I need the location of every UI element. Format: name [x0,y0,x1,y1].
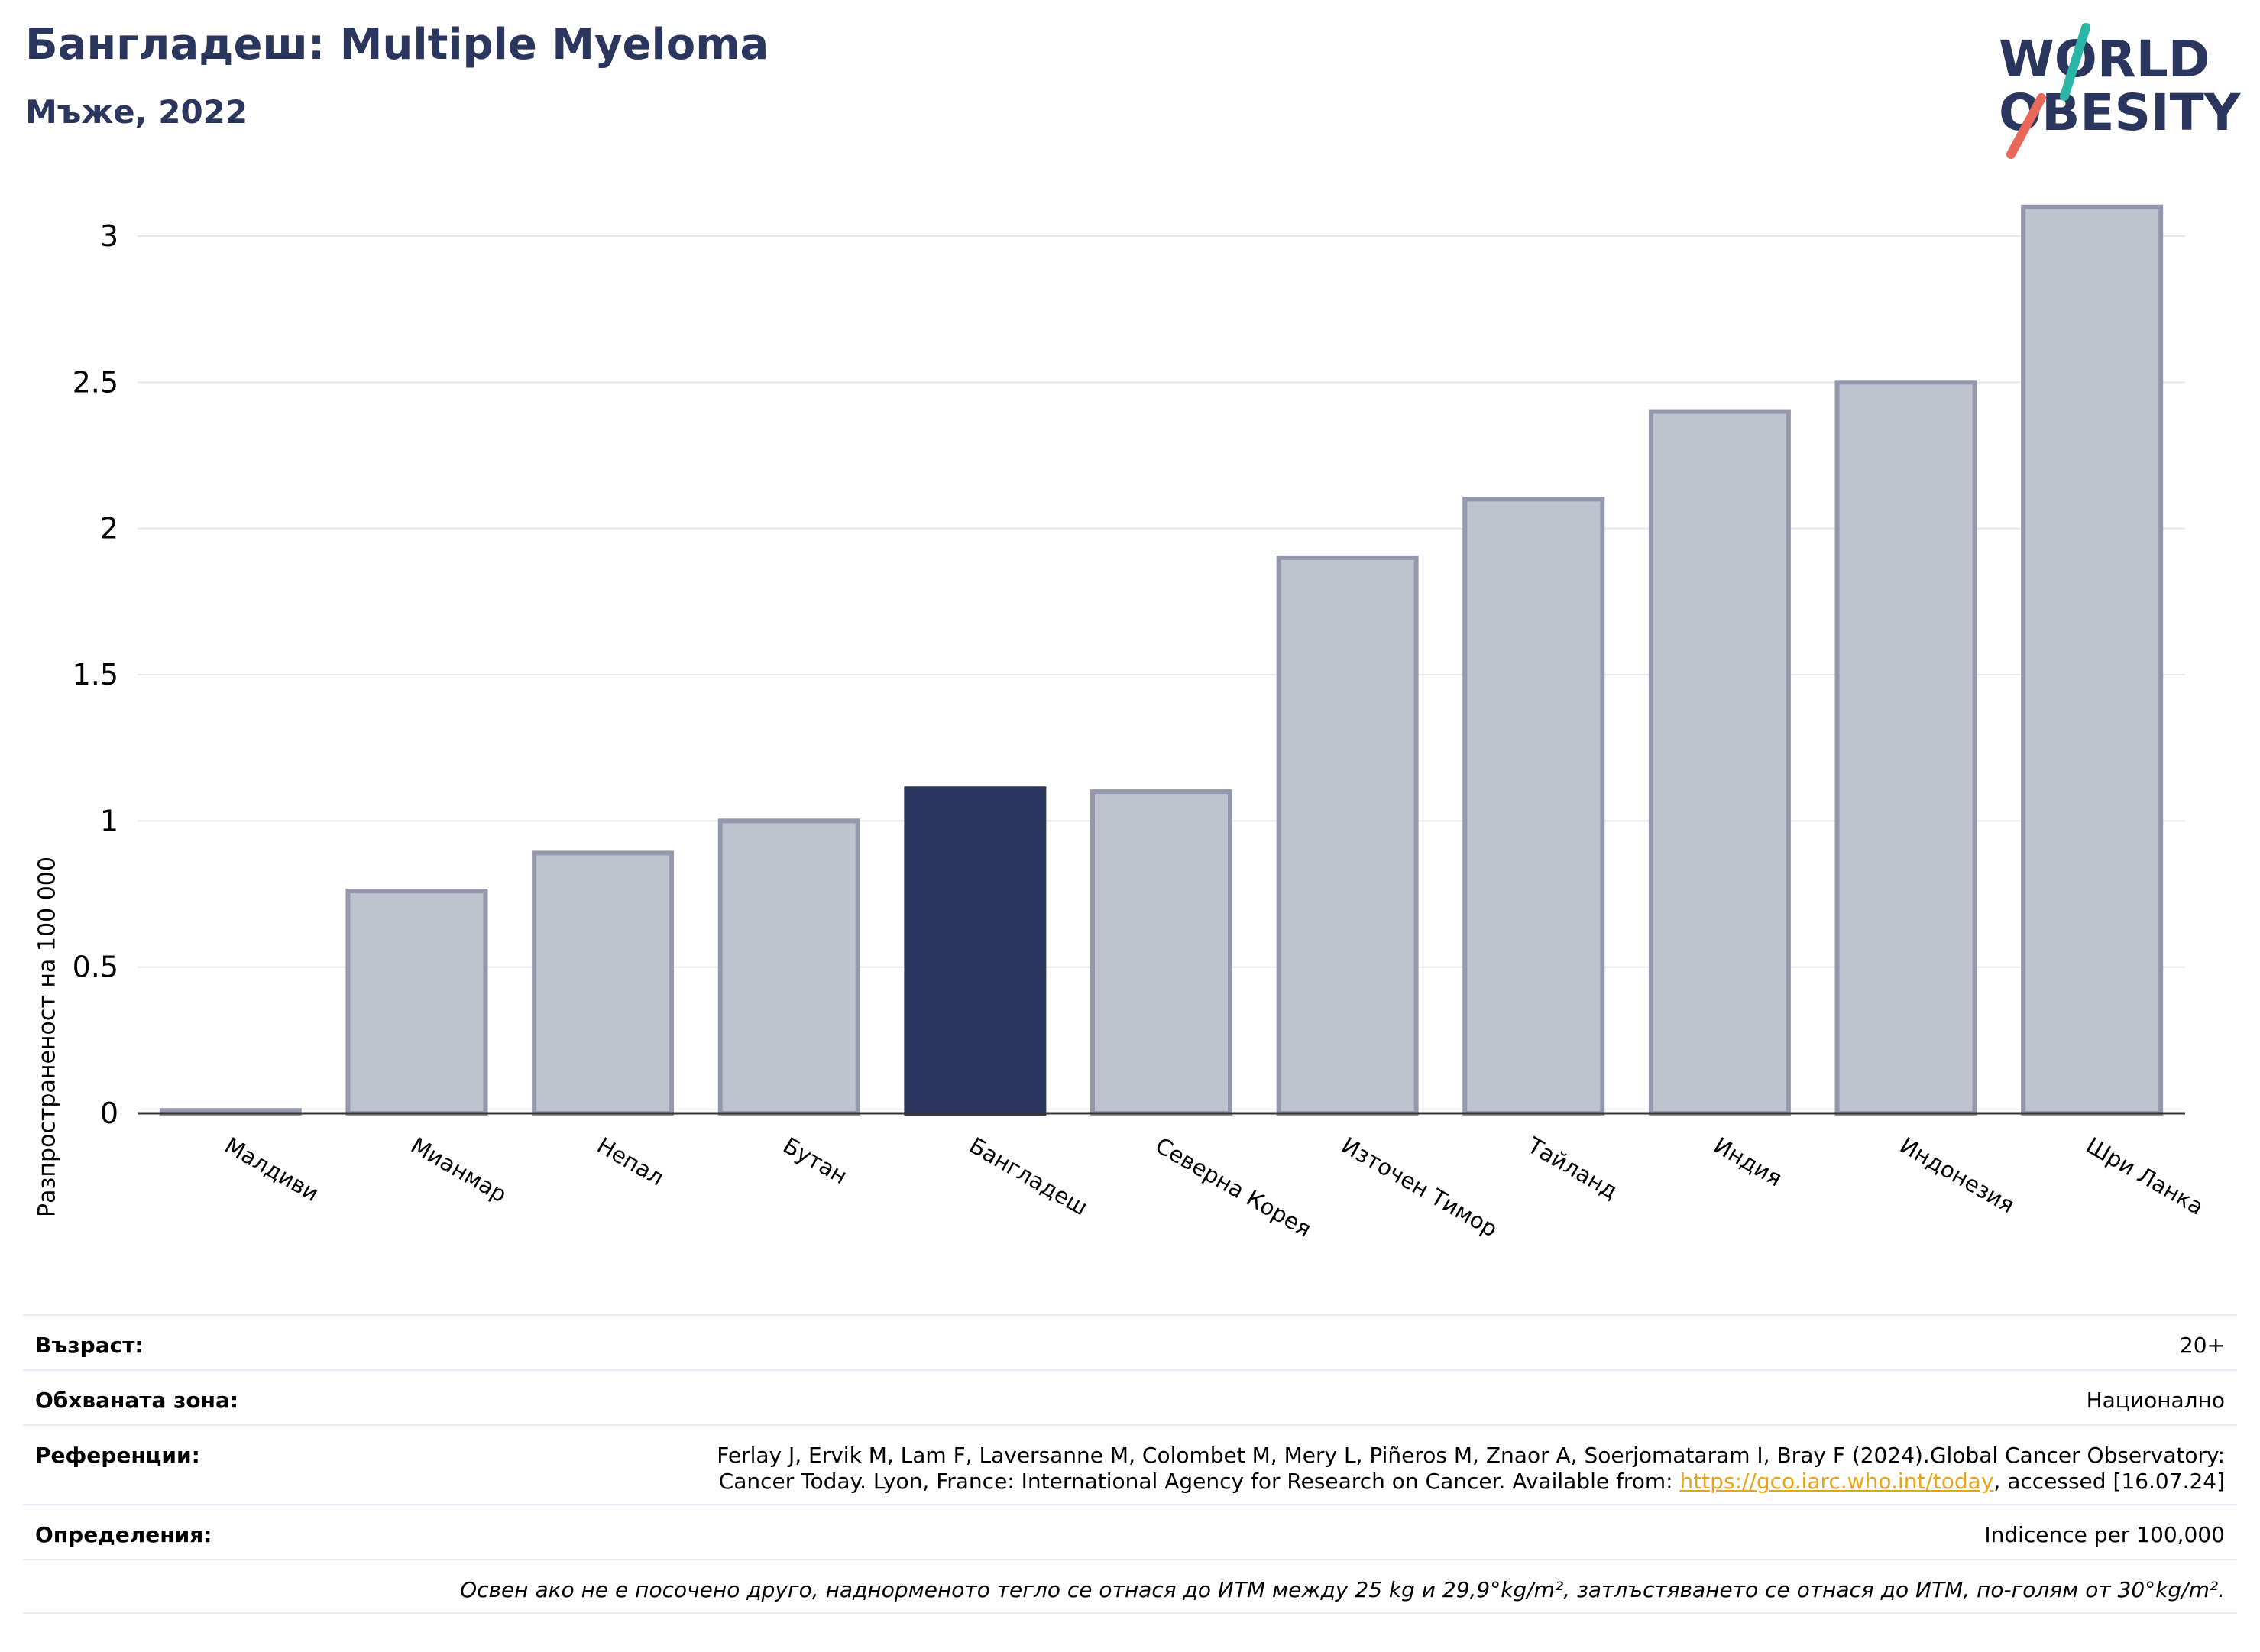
age-value: 20+ [2179,1333,2225,1358]
definitions-value: Indicence per 100,000 [1984,1522,2225,1547]
info-table: Възраст: 20+ Обхваната зона: Национално … [23,1314,2237,1614]
bar [1090,789,1232,1116]
info-row-references: Референции: Ferlay J, Ervik M, Lam F, La… [23,1424,2237,1504]
bar [2021,204,2164,1116]
x-tick-label: Индонезия [1896,1132,2019,1219]
x-tick-label: Бангладеш [965,1132,1092,1221]
y-axis-label: Разпространеност на 100 000 [34,857,61,1217]
x-tick-label: Източен Тимор [1337,1132,1502,1242]
bar [345,889,488,1116]
age-label: Възраст: [35,1333,144,1358]
references-line2-post: , accessed [16.07.24] [1993,1469,2225,1494]
y-tick-label: 0.5 [73,951,118,984]
x-tick-label: Малдиви [220,1132,323,1207]
bars [159,204,2164,1116]
y-tick-label: 3 [100,219,118,253]
bar [1462,497,1605,1116]
bar [717,818,860,1116]
info-row-note: Освен ако не е посочено друго, наднормен… [23,1559,2237,1614]
y-tick-label: 1 [100,804,118,837]
x-tick-label: Непал [593,1132,669,1191]
x-tick-label: Индия [1709,1132,1786,1192]
info-row-coverage: Обхваната зона: Национално [23,1369,2237,1424]
x-tick-label: Бутан [779,1132,852,1190]
y-tick-labels: 0 0.5 1 1.5 2 2.5 3 [73,219,118,1130]
coverage-label: Обхваната зона: [35,1388,239,1413]
references-line1: Ferlay J, Ervik M, Lam F, Laversanne M, … [717,1443,2225,1468]
bar [904,786,1047,1116]
logo-slash-coral [2006,93,2046,159]
x-tick-label: Мианмар [406,1132,511,1208]
bar [1276,555,1419,1116]
bar [1648,409,1791,1116]
world-obesity-logo: WORLD OBESITY [1999,23,2242,159]
bar-chart: 0 0.5 1 1.5 2 2.5 3 Малдиви Мианмар Непал Бутан Ба… [73,204,2208,1242]
definitions-label: Определения: [35,1522,212,1547]
logo-text-obesity: OBESITY [1999,83,2242,142]
coverage-value: Национално [2086,1388,2225,1413]
x-tick-label: Шри Ланка [2082,1132,2208,1220]
footnote: Освен ако не е посочено друго, наднормен… [460,1577,2225,1602]
x-tick-label: Северна Корея [1151,1132,1316,1242]
y-tick-label: 2.5 [73,365,118,399]
page-title: Бангладеш: Multiple Myeloma [25,20,769,70]
x-tick-label: Тайланд [1523,1132,1622,1204]
info-row-age: Възраст: 20+ [23,1314,2237,1369]
page-subtitle: Мъже, 2022 [25,93,248,131]
logo-text-world: WORLD [1999,30,2210,89]
bar [1834,380,1977,1116]
references-link[interactable]: https://gco.iarc.who.int/today [1679,1469,1994,1494]
references-label: Референции: [35,1443,200,1468]
bar [532,850,675,1116]
logo-slash-teal [2060,23,2090,101]
y-tick-label: 0 [100,1096,118,1130]
y-tick-label: 2 [100,512,118,546]
info-row-definitions: Определения: Indicence per 100,000 [23,1504,2237,1559]
references-line2-pre: Cancer Today. Lyon, France: Internationa… [718,1469,1680,1494]
references-value: Ferlay J, Ervik M, Lam F, Laversanne M, … [717,1426,2225,1495]
x-tick-labels: Малдиви Мианмар Непал Бутан Бангладеш Северна… [220,1132,2208,1242]
y-tick-label: 1.5 [73,658,118,692]
